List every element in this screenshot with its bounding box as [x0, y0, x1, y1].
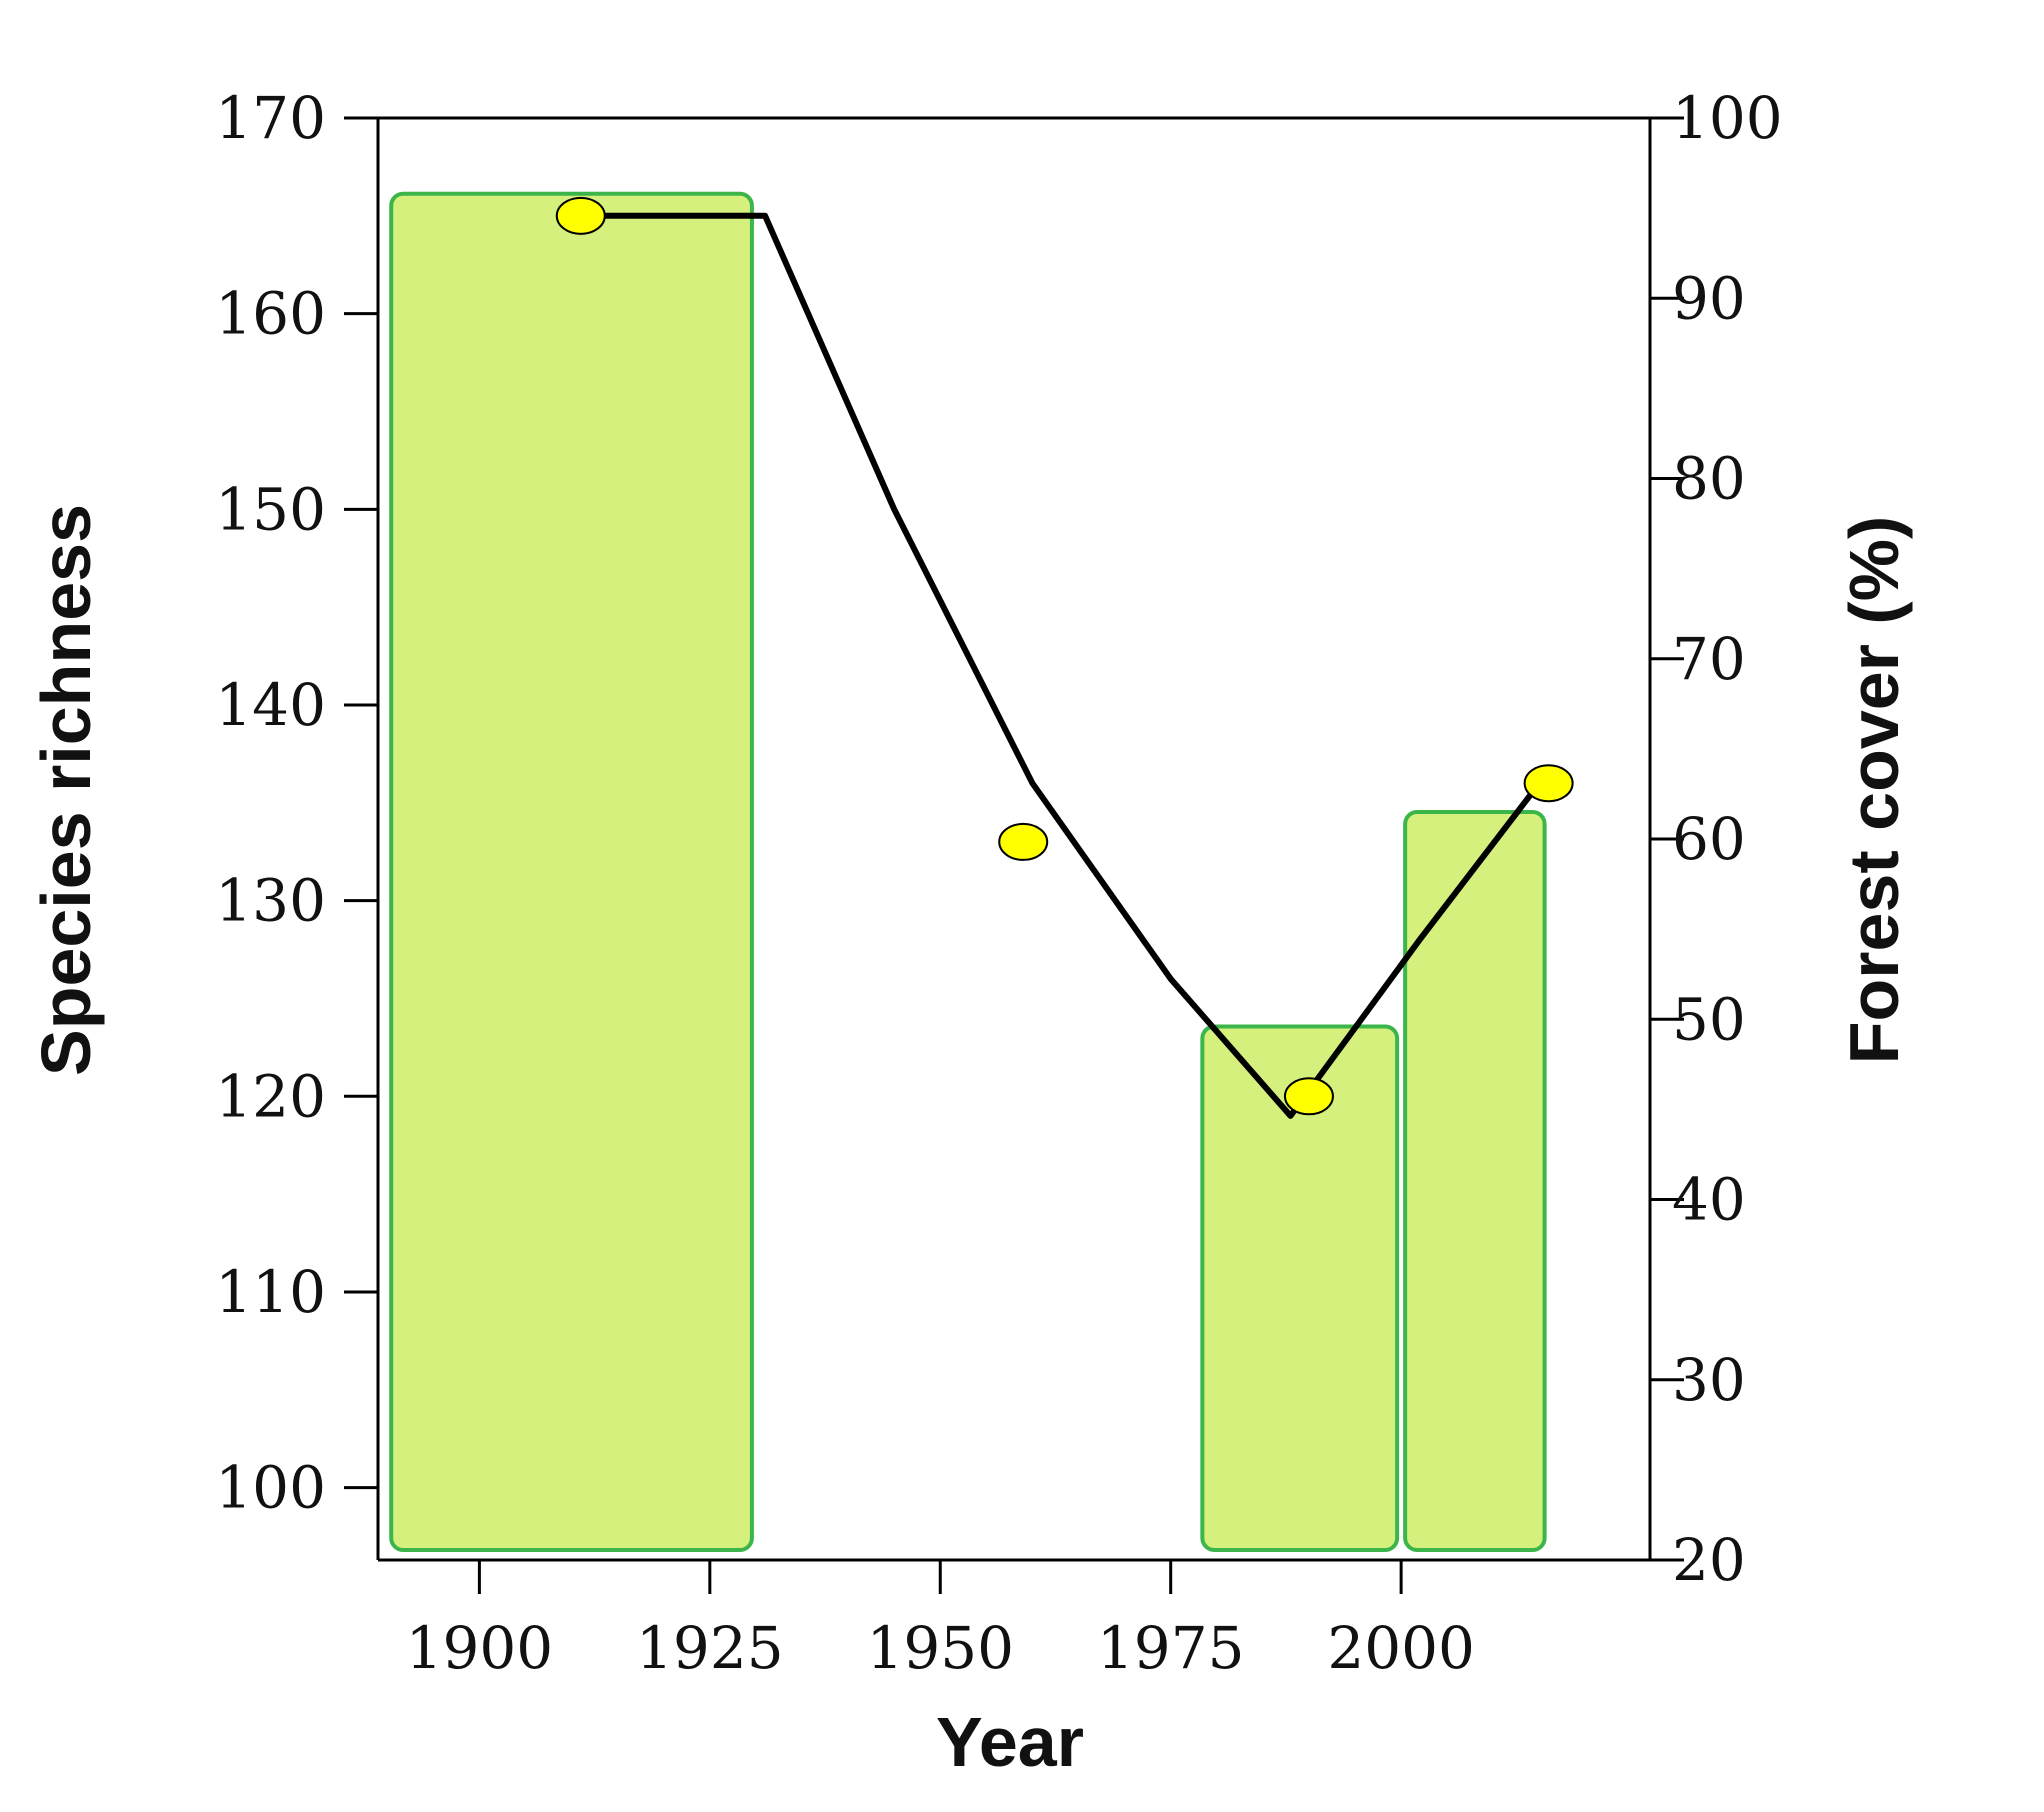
left-tick-label-130: 130 [215, 867, 326, 935]
right-tick-label-20: 20 [1672, 1526, 1746, 1594]
forest-cover-bar-1 [389, 191, 754, 1553]
x-tick-label-2000: 2000 [1327, 1614, 1475, 1682]
left-tick-label-170: 170 [215, 84, 326, 152]
right-tick-label-90: 90 [1672, 264, 1746, 332]
x-axis-title: Year [936, 1703, 1084, 1781]
line-layer [577, 212, 1543, 1119]
x-tick-label-1975: 1975 [1097, 1614, 1245, 1682]
forest-cover-bar-3 [1403, 809, 1547, 1552]
x-tick-label-1900: 1900 [406, 1614, 554, 1682]
richness-trend-line [577, 212, 1543, 1119]
axes-layer: 100 110 120 130 140 150 160 170 20 30 40 50 60 70 80 90… [215, 84, 1782, 1682]
right-axis-title: Forest cover (%) [1835, 516, 1913, 1064]
x-tick-label-1925: 1925 [636, 1614, 784, 1682]
left-axis-title: Species richness [27, 504, 105, 1076]
right-tick-label-100: 100 [1672, 84, 1783, 152]
left-tick-label-150: 150 [215, 475, 326, 543]
right-tick-label-80: 80 [1672, 445, 1746, 513]
richness-point-3 [1283, 1077, 1334, 1116]
points-layer [555, 196, 1574, 1116]
bars-layer [389, 191, 1547, 1553]
richness-point-2 [998, 822, 1049, 861]
right-tick-label-40: 40 [1672, 1166, 1746, 1234]
left-tick-label-140: 140 [215, 671, 326, 739]
right-tick-label-50: 50 [1672, 985, 1746, 1053]
right-tick-label-60: 60 [1672, 805, 1746, 873]
richness-point-1 [555, 196, 606, 235]
right-tick-label-70: 70 [1672, 625, 1746, 693]
x-tick-label-1950: 1950 [866, 1614, 1014, 1682]
left-tick-label-160: 160 [215, 280, 326, 348]
richness-point-4 [1523, 764, 1574, 803]
left-tick-label-110: 110 [215, 1258, 326, 1326]
right-tick-label-30: 30 [1672, 1346, 1746, 1414]
forest-cover-bar-2 [1200, 1024, 1400, 1552]
left-tick-label-120: 120 [215, 1062, 326, 1130]
left-tick-label-100: 100 [215, 1454, 326, 1522]
